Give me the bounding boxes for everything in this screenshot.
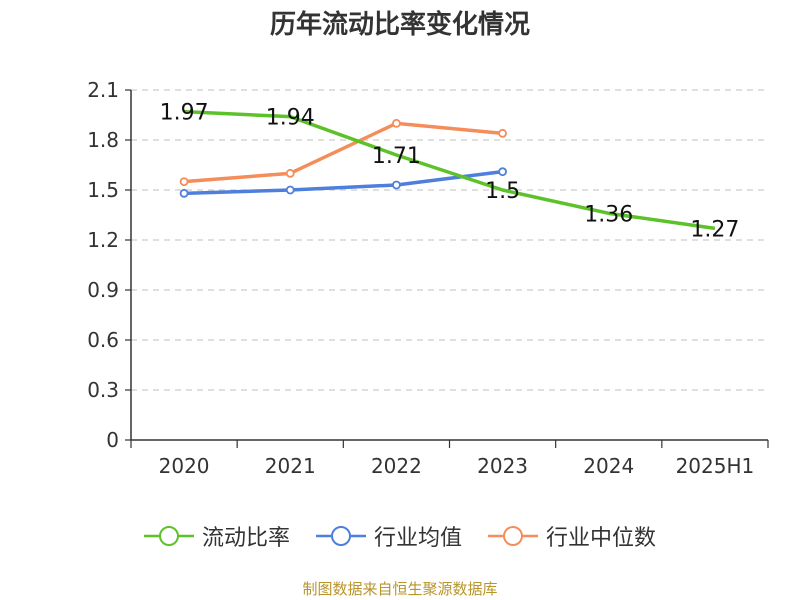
x-tick-label: 2024 (583, 454, 634, 478)
series-line (184, 109, 716, 231)
data-source-note: 制图数据来自恒生聚源数据库 (302, 580, 498, 598)
y-tick-label: 0.9 (87, 278, 119, 302)
legend-label-industry-median: 行业中位数 (546, 526, 657, 551)
data-label: 1.94 (266, 106, 315, 131)
y-tick-label: 1.5 (87, 178, 119, 202)
y-tick-label: 2.1 (87, 78, 119, 102)
data-point (179, 177, 189, 187)
data-point (285, 168, 295, 178)
legend-label-current-ratio: 流动比率 (201, 526, 290, 551)
legend-swatch-industry-mean (315, 526, 366, 546)
y-tick-label: 1.2 (87, 228, 119, 252)
x-tick-label: 2021 (265, 454, 316, 478)
legend-label-industry-mean: 行业均值 (373, 526, 462, 551)
legend-item-current-ratio[interactable]: 流动比率 (143, 520, 290, 552)
x-tick-label: 2020 (159, 454, 210, 478)
chart-legend: 流动比率 行业均值 行业中位数 (0, 520, 800, 552)
data-point (498, 167, 507, 177)
data-label: 1.97 (160, 101, 209, 126)
data-point (179, 188, 189, 198)
series-line (183, 121, 503, 184)
x-tick-label: 2023 (477, 454, 528, 478)
data-label: 1.5 (485, 179, 520, 204)
chart-title: 历年流动比率变化情况 (269, 10, 530, 40)
legend-swatch-current-ratio (143, 526, 194, 546)
x-tick-label: 2025H1 (676, 454, 755, 478)
series-line (184, 169, 503, 196)
data-label: 1.71 (372, 144, 421, 169)
data-point (392, 180, 401, 190)
legend-item-industry-mean[interactable]: 行业均值 (315, 520, 462, 552)
y-tick-label: 0.3 (87, 378, 119, 402)
data-point (285, 185, 295, 195)
data-point (392, 118, 401, 128)
data-label: 1.27 (690, 217, 739, 242)
legend-swatch-industry-median (488, 526, 538, 546)
data-point (498, 128, 507, 138)
y-tick-label: 0 (106, 428, 119, 452)
legend-item-industry-median[interactable]: 行业中位数 (488, 520, 656, 552)
y-tick-label: 0.6 (87, 328, 119, 352)
data-label: 1.36 (584, 202, 633, 227)
x-tick-label: 2022 (371, 454, 422, 478)
y-tick-label: 1.8 (87, 128, 119, 152)
